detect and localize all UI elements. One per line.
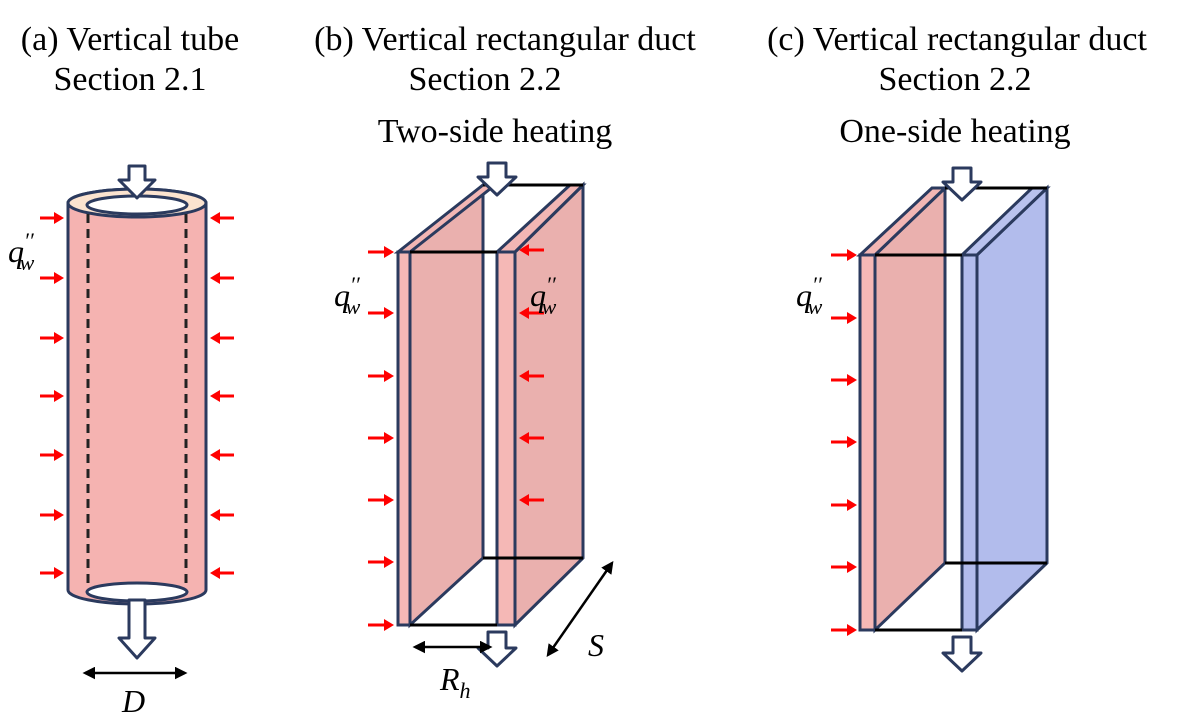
heat-arrow-head bbox=[384, 494, 394, 506]
heat-arrow-head bbox=[384, 619, 394, 631]
panel-heating: One-side heating bbox=[839, 113, 1070, 150]
heat-arrow-head bbox=[847, 561, 857, 573]
heat-arrow-head bbox=[54, 272, 64, 284]
heat-arrow-head bbox=[210, 272, 220, 284]
dimension-label: S bbox=[588, 627, 604, 663]
heat-arrow-head bbox=[384, 370, 394, 382]
figure: (a) Vertical tube Section 2.1 (b) Vertic… bbox=[0, 0, 1186, 720]
heat-arrow-head bbox=[54, 509, 64, 521]
heat-arrow-head bbox=[384, 307, 394, 319]
heat-arrow-head bbox=[54, 567, 64, 579]
heat-arrow-head bbox=[210, 449, 220, 461]
heat-arrow-head bbox=[210, 212, 220, 224]
panel-subtitle: Section 2.1 bbox=[54, 61, 207, 98]
panel-title: (a) Vertical tube bbox=[21, 21, 239, 58]
tube bbox=[68, 189, 206, 604]
heat-arrow-head bbox=[847, 374, 857, 386]
dimension-label: D bbox=[121, 683, 145, 719]
heat-arrow-head bbox=[210, 332, 220, 344]
heat-flux-label: q′′w bbox=[8, 228, 35, 275]
heat-flux-label: q′′w bbox=[530, 272, 557, 319]
panel-title: (b) Vertical rectangular duct bbox=[314, 21, 696, 58]
panel-subtitle: Section 2.2 bbox=[409, 61, 562, 98]
heat-arrow-head bbox=[54, 212, 64, 224]
heat-arrow-head bbox=[54, 449, 64, 461]
dimension-label: Rh bbox=[439, 661, 471, 703]
heat-arrow-head bbox=[847, 312, 857, 324]
heat-arrow-head bbox=[847, 436, 857, 448]
heat-flux-label: q′′w bbox=[334, 272, 361, 319]
heat-arrow-head bbox=[847, 249, 857, 261]
panel-subtitle: Section 2.2 bbox=[879, 61, 1032, 98]
heat-arrow-head bbox=[210, 567, 220, 579]
heat-flux-label: q′′w bbox=[796, 272, 823, 319]
heat-arrow-head bbox=[54, 332, 64, 344]
heat-arrow-head bbox=[54, 390, 64, 402]
heat-arrow-head bbox=[847, 499, 857, 511]
duct-two-side bbox=[398, 185, 583, 625]
heat-arrow-head bbox=[384, 432, 394, 444]
duct-one-side bbox=[860, 188, 1047, 630]
heat-arrow-head bbox=[384, 246, 394, 258]
heat-arrow-head bbox=[210, 390, 220, 402]
heat-arrow-head bbox=[384, 556, 394, 568]
panel-title: (c) Vertical rectangular duct bbox=[767, 21, 1147, 58]
heat-arrow-head bbox=[847, 624, 857, 636]
heat-arrow-head bbox=[210, 509, 220, 521]
panel-heating: Two-side heating bbox=[378, 113, 613, 150]
